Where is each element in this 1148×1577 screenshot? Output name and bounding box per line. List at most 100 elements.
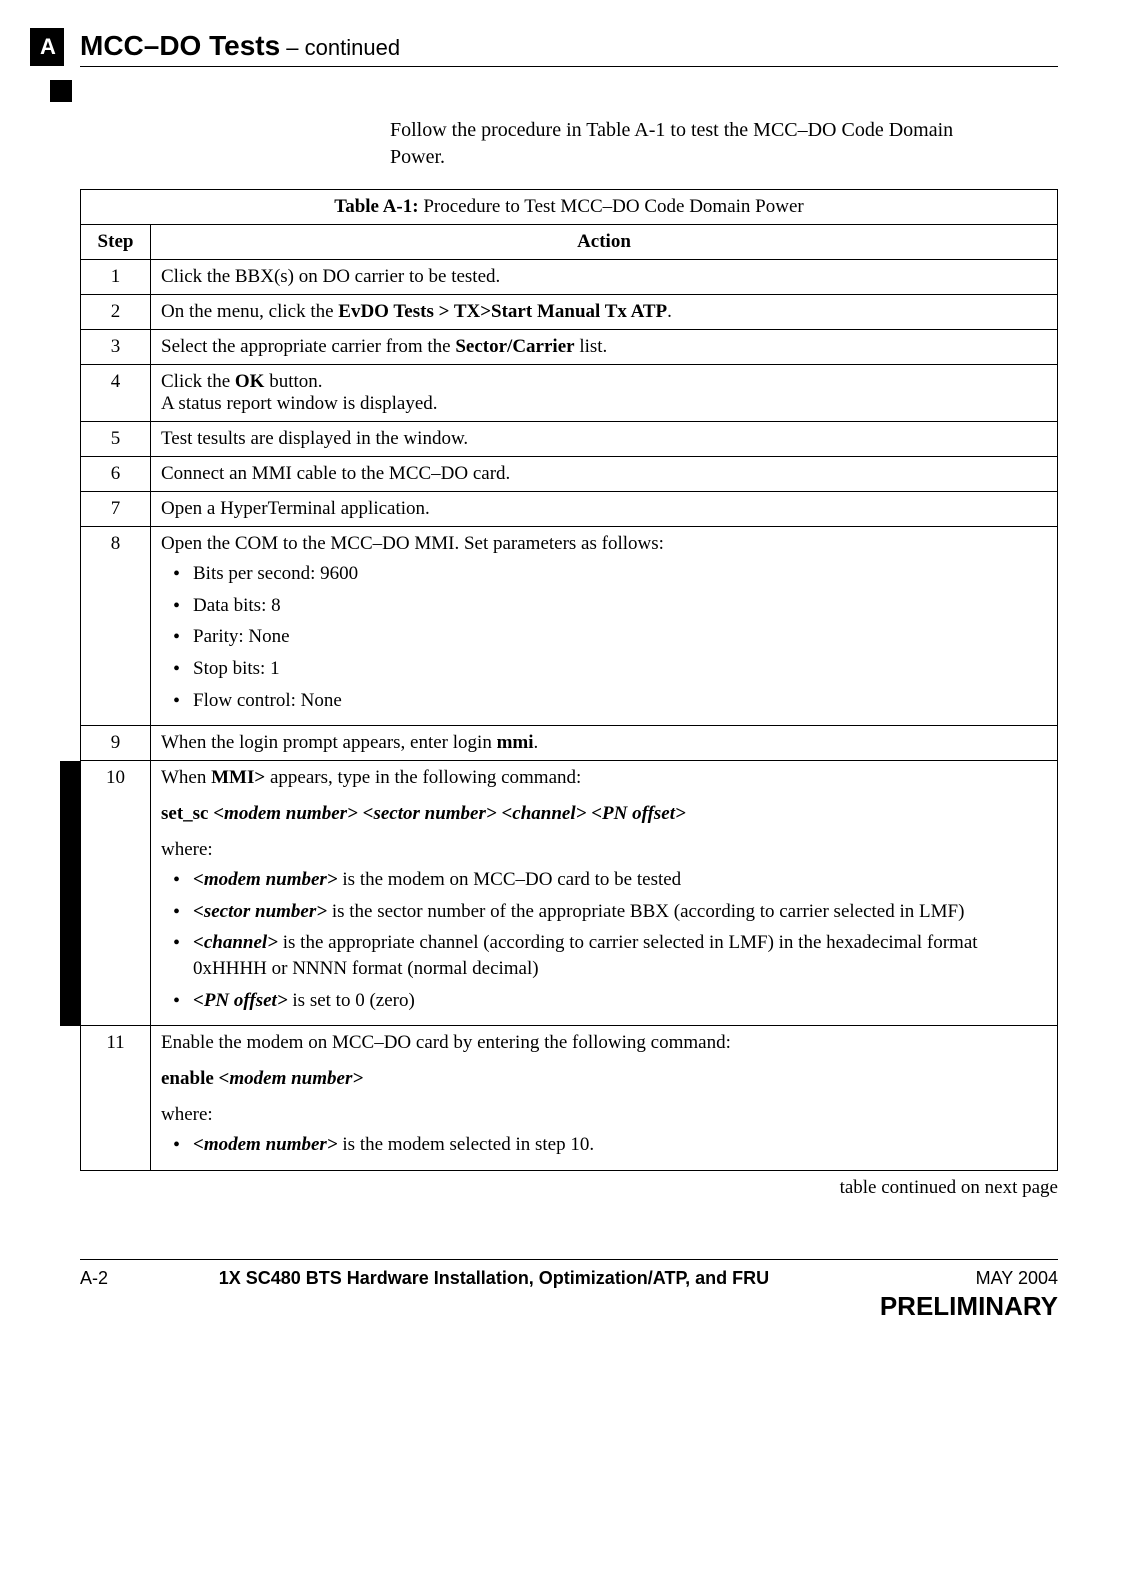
- step-action: Open a HyperTerminal application.: [151, 492, 1058, 527]
- col-header-step: Step: [81, 225, 151, 260]
- list-item: <sector number> is the sector number of …: [173, 899, 1047, 925]
- table-title-row: Table A-1: Procedure to Test MCC–DO Code…: [81, 190, 1058, 225]
- where-label: where:: [161, 1104, 1047, 1126]
- step-action: When MMI> appears, type in the following…: [151, 761, 1058, 1026]
- procedure-table: Table A-1: Procedure to Test MCC–DO Code…: [80, 189, 1058, 1171]
- list-item: <PN offset> is set to 0 (zero): [173, 988, 1047, 1014]
- table-title-text: Procedure to Test MCC–DO Code Domain Pow…: [419, 196, 804, 217]
- header-title-continued: – continued: [280, 35, 400, 60]
- list-item: Stop bits: 1: [173, 656, 1047, 682]
- table-row: 10 When MMI> appears, type in the follow…: [81, 761, 1058, 1026]
- footer-doc-title: 1X SC480 BTS Hardware Installation, Opti…: [108, 1268, 880, 1289]
- footer-right: MAY 2004 PRELIMINARY: [880, 1268, 1058, 1322]
- text-segment: When the login prompt appears, enter log…: [161, 732, 497, 753]
- command-text: set_sc: [161, 803, 213, 824]
- step-number: 5: [81, 422, 151, 457]
- bullet-list: <modem number> is the modem selected in …: [161, 1132, 1047, 1158]
- list-item: Data bits: 8: [173, 593, 1047, 619]
- text-segment: is the appropriate channel (according to…: [193, 932, 978, 979]
- step-action: Click the BBX(s) on DO carrier to be tes…: [151, 260, 1058, 295]
- param-name: <modem number>: [193, 1134, 338, 1155]
- bullet-list: Bits per second: 9600 Data bits: 8 Parit…: [161, 561, 1047, 713]
- step-number: 1: [81, 260, 151, 295]
- text-segment: Select the appropriate carrier from the: [161, 336, 455, 357]
- text-segment: On the menu, click the: [161, 301, 338, 322]
- command-param: <modem number> <sector number> <channel>…: [213, 803, 686, 824]
- step-number: 6: [81, 457, 151, 492]
- list-item: <modem number> is the modem selected in …: [173, 1132, 1047, 1158]
- step-number: 7: [81, 492, 151, 527]
- list-item: <modem number> is the modem on MCC–DO ca…: [173, 867, 1047, 893]
- page-footer: A-2 1X SC480 BTS Hardware Installation, …: [80, 1259, 1058, 1322]
- text-segment: is the modem on MCC–DO card to be tested: [338, 869, 682, 890]
- param-name: <modem number>: [193, 869, 338, 890]
- step-number: 8: [81, 527, 151, 726]
- text-segment: is set to 0 (zero): [288, 990, 415, 1011]
- step-action: Connect an MMI cable to the MCC–DO card.: [151, 457, 1058, 492]
- header-title-main: MCC–DO Tests: [80, 30, 280, 61]
- page-header: MCC–DO Tests – continued: [80, 30, 1058, 67]
- footer-date: MAY 2004: [880, 1268, 1058, 1289]
- text-segment: When: [161, 767, 211, 788]
- table-title: Table A-1: Procedure to Test MCC–DO Code…: [81, 190, 1058, 225]
- footer-page-number: A-2: [80, 1268, 108, 1289]
- step-number: 9: [81, 726, 151, 761]
- step-action: Click the OK button. A status report win…: [151, 365, 1058, 422]
- text-segment: .: [534, 732, 539, 753]
- step-action: When the login prompt appears, enter log…: [151, 726, 1058, 761]
- step-number: 3: [81, 330, 151, 365]
- table-continued-note: table continued on next page: [80, 1177, 1058, 1199]
- step-number: 11: [81, 1026, 151, 1171]
- table-row: 11 Enable the modem on MCC–DO card by en…: [81, 1026, 1058, 1171]
- text-bold: OK: [235, 371, 265, 392]
- param-name: <sector number>: [193, 901, 327, 922]
- step-action: Test tesults are displayed in the window…: [151, 422, 1058, 457]
- footer-preliminary: PRELIMINARY: [880, 1291, 1058, 1322]
- step-action: Enable the modem on MCC–DO card by enter…: [151, 1026, 1058, 1171]
- revision-bar-icon: [60, 761, 80, 1026]
- revision-marker-icon: [50, 80, 72, 102]
- table-row: 5 Test tesults are displayed in the wind…: [81, 422, 1058, 457]
- table-header-row: Step Action: [81, 225, 1058, 260]
- text-bold: mmi: [497, 732, 534, 753]
- table-row: 1 Click the BBX(s) on DO carrier to be t…: [81, 260, 1058, 295]
- table-row: 9 When the login prompt appears, enter l…: [81, 726, 1058, 761]
- text-segment: Open the COM to the MCC–DO MMI. Set para…: [161, 533, 1047, 555]
- text-segment: is the modem selected in step 10.: [338, 1134, 594, 1155]
- text-bold: MMI>: [211, 767, 265, 788]
- table-title-bold: Table A-1:: [334, 196, 418, 217]
- list-item: Bits per second: 9600: [173, 561, 1047, 587]
- list-item: Parity: None: [173, 624, 1047, 650]
- param-name: <channel>: [193, 932, 278, 953]
- step-number: 10: [81, 761, 151, 1026]
- text-segment: Click the: [161, 371, 235, 392]
- step-action: Open the COM to the MCC–DO MMI. Set para…: [151, 527, 1058, 726]
- text-segment: appears, type in the following command:: [265, 767, 581, 788]
- where-label: where:: [161, 839, 1047, 861]
- list-item: Flow control: None: [173, 688, 1047, 714]
- procedure-table-wrap: Table A-1: Procedure to Test MCC–DO Code…: [80, 189, 1058, 1171]
- text-segment: is the sector number of the appropriate …: [327, 901, 964, 922]
- text-bold: Sector/Carrier: [455, 336, 574, 357]
- text-segment: .: [667, 301, 672, 322]
- page-section-tab: A: [30, 28, 64, 66]
- table-row: 2 On the menu, click the EvDO Tests > TX…: [81, 295, 1058, 330]
- col-header-action: Action: [151, 225, 1058, 260]
- table-row: 4 Click the OK button. A status report w…: [81, 365, 1058, 422]
- list-item: <channel> is the appropriate channel (ac…: [173, 930, 1047, 981]
- command-param: <modem number>: [219, 1068, 364, 1089]
- command-text: enable: [161, 1068, 219, 1089]
- table-row: 8 Open the COM to the MCC–DO MMI. Set pa…: [81, 527, 1058, 726]
- step-number: 4: [81, 365, 151, 422]
- intro-paragraph: Follow the procedure in Table A-1 to tes…: [390, 117, 990, 171]
- text-segment: button.: [264, 371, 322, 392]
- table-row: 3 Select the appropriate carrier from th…: [81, 330, 1058, 365]
- text-segment: A status report window is displayed.: [161, 393, 1047, 415]
- table-row: 6 Connect an MMI cable to the MCC–DO car…: [81, 457, 1058, 492]
- text-bold: EvDO Tests > TX>Start Manual Tx ATP: [338, 301, 667, 322]
- text-segment: Enable the modem on MCC–DO card by enter…: [161, 1032, 1047, 1054]
- step-number: 2: [81, 295, 151, 330]
- bullet-list: <modem number> is the modem on MCC–DO ca…: [161, 867, 1047, 1013]
- table-row: 7 Open a HyperTerminal application.: [81, 492, 1058, 527]
- param-name: <PN offset>: [193, 990, 288, 1011]
